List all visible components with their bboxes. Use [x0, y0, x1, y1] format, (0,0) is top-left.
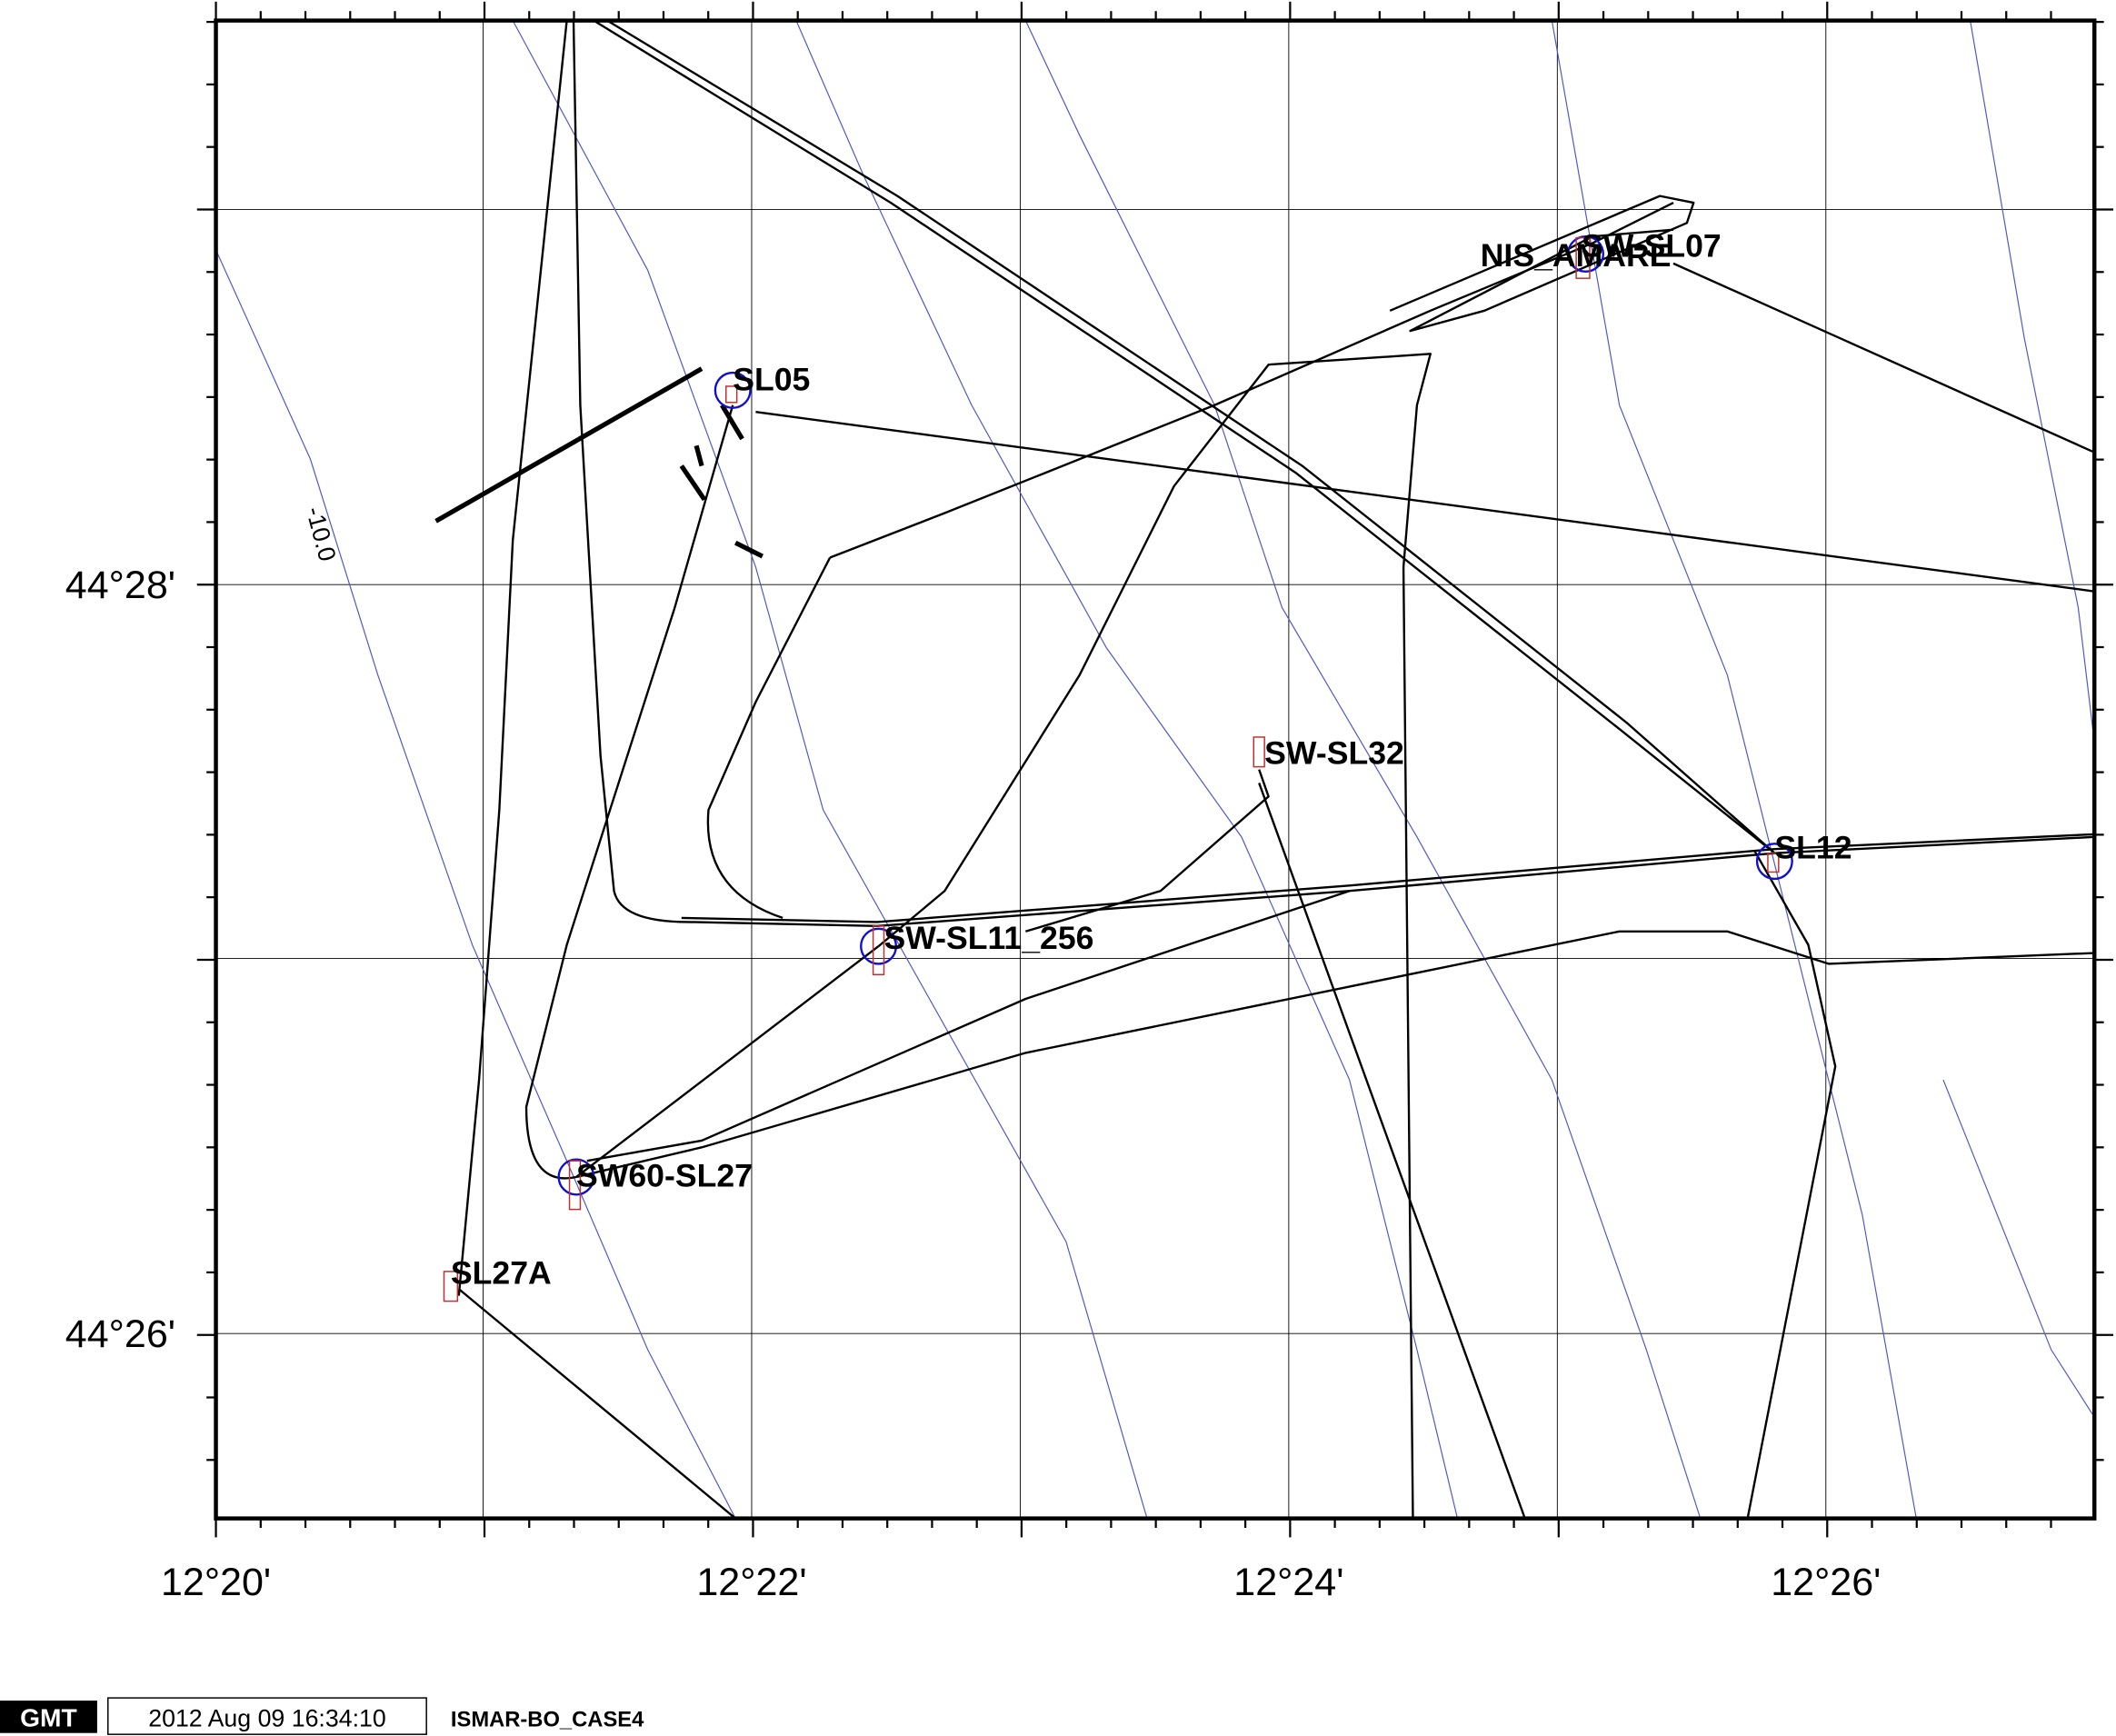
station-label: SL05: [733, 361, 810, 397]
axis-labels: 12°20' 12°22' 12°24' 12°26' 44°28' 44°26…: [65, 564, 1881, 1604]
y-tick-label: 44°26': [65, 1312, 175, 1356]
x-tick-label: 12°20': [161, 1561, 271, 1604]
timestamp: 2012 Aug 09 16:34:10: [148, 1704, 386, 1731]
station-markers: [443, 234, 1793, 1302]
footer-title: ISMAR-BO_CASE4: [451, 1707, 644, 1731]
frame: [196, 1, 2114, 1538]
station-label: SW-SL07: [1582, 227, 1722, 264]
station-labels: SL05 NIS_AMARE SW-SL07 SW-SL32 SL12 SW-S…: [451, 227, 1852, 1291]
station-label: SW-SL11_256: [883, 920, 1093, 956]
x-tick-label: 12°22': [696, 1561, 806, 1604]
footer: GMT 2012 Aug 09 16:34:10 ISMAR-BO_CASE4: [0, 1697, 644, 1735]
grid: [215, 20, 2095, 1519]
logo-box: [0, 1701, 97, 1733]
x-tick-label: 12°26': [1771, 1561, 1881, 1604]
station-label: NIS_AMARE: [1481, 237, 1672, 274]
station-label: SL12: [1774, 830, 1852, 866]
timestamp-box: [107, 1697, 427, 1735]
logo: GMT: [20, 1702, 77, 1731]
station-label: SW60-SL27: [576, 1157, 753, 1193]
contours: [215, 20, 2095, 1519]
station-label: SL27A: [451, 1254, 552, 1291]
station-label: SW-SL32: [1264, 735, 1404, 772]
x-tick-label: 12°24': [1233, 1561, 1343, 1604]
y-tick-label: 44°28': [65, 564, 175, 607]
tracks: [434, 19, 2095, 1520]
